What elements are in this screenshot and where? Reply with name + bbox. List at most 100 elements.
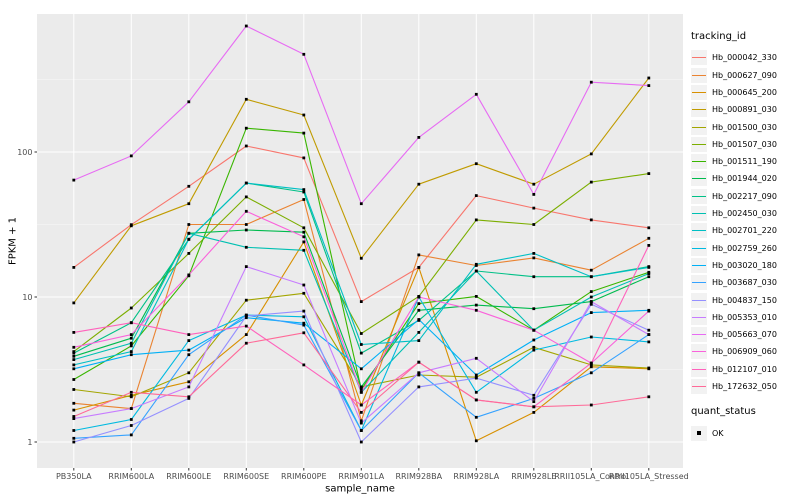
x-tick-label: RRIM600PE (281, 472, 327, 481)
legend-label: Hb_005663_070 (712, 330, 777, 340)
data-point (647, 266, 651, 269)
data-point (589, 275, 593, 279)
data-point (589, 371, 593, 375)
data-point (72, 436, 76, 440)
data-point (129, 433, 133, 437)
data-point (589, 80, 593, 84)
data-point (129, 390, 133, 394)
data-point (72, 388, 76, 391)
data-point (72, 367, 76, 371)
data-point (532, 338, 536, 342)
legend-label: Hb_005353_010 (712, 312, 777, 322)
legend-key (691, 136, 707, 152)
data-point (302, 248, 306, 252)
data-point (474, 218, 478, 222)
legend-row: Hb_003020_180 (691, 257, 799, 274)
legend-key (691, 102, 707, 118)
data-point (302, 131, 306, 135)
data-point (187, 252, 191, 255)
data-point (187, 223, 191, 226)
data-point (589, 295, 593, 299)
legend-line-swatch (692, 351, 706, 353)
data-point (359, 343, 363, 346)
data-point (359, 388, 363, 391)
legend-row: Hb_000627_090 (691, 67, 799, 83)
legend-row: Hb_002759_260 (691, 240, 799, 256)
data-point (72, 378, 76, 381)
data-point (187, 273, 191, 277)
data-point (72, 331, 76, 334)
legend-label: Hb_002217_090 (712, 191, 777, 201)
legend-line-swatch (692, 368, 706, 370)
legend-row: Hb_004837_150 (691, 292, 799, 308)
data-point (244, 316, 248, 320)
data-point (302, 113, 306, 117)
legend-panel: tracking_id Hb_000042_330 Hb_000627_090 Hb… (691, 31, 799, 443)
legend-label: Hb_002701_220 (712, 226, 777, 236)
data-point (589, 180, 593, 184)
data-point (302, 309, 306, 313)
legend-line-swatch (692, 230, 706, 232)
data-point (359, 390, 363, 394)
data-point (359, 385, 363, 389)
data-point (474, 439, 478, 443)
legend-label: Hb_000042_330 (712, 53, 777, 63)
legend-key (691, 292, 707, 308)
data-point (474, 162, 478, 166)
legend-line-swatch (692, 195, 706, 197)
data-point (72, 417, 76, 420)
data-point (302, 230, 306, 234)
data-point (187, 348, 191, 352)
data-point (474, 262, 478, 266)
data-point (474, 398, 478, 402)
data-point (474, 92, 478, 96)
data-point (187, 231, 191, 235)
data-point (417, 136, 421, 139)
data-point (532, 275, 536, 279)
legend-key (691, 154, 707, 170)
data-point (359, 332, 363, 335)
legend-row: Hb_001500_030 (691, 119, 799, 135)
x-tick-label: PB350LA (56, 472, 92, 481)
data-point (359, 367, 363, 371)
data-point (129, 321, 133, 325)
data-point (129, 407, 133, 410)
data-point (359, 300, 363, 303)
legend-label: Hb_003020_180 (712, 260, 777, 270)
legend-key (691, 275, 707, 291)
data-point (359, 429, 363, 432)
legend-key (691, 206, 707, 222)
data-point (589, 302, 593, 306)
legend-line-swatch (692, 91, 706, 93)
data-point (129, 333, 133, 336)
data-point (187, 397, 191, 400)
data-point (302, 190, 306, 194)
legend-row: Hb_005353_010 (691, 309, 799, 325)
x-tick-label: RRIM600LE (166, 472, 211, 481)
legend-line-swatch (692, 74, 706, 76)
data-point (647, 340, 651, 344)
data-point (302, 283, 306, 287)
legend-line-swatch (692, 282, 706, 284)
data-point (244, 245, 248, 249)
data-point (302, 291, 306, 295)
data-point (417, 371, 421, 375)
data-point (359, 256, 363, 260)
data-point (647, 76, 651, 80)
legend-line-swatch (692, 386, 706, 388)
data-point (417, 253, 421, 257)
data-point (589, 363, 593, 367)
legend-key (691, 257, 707, 273)
legend-key (691, 309, 707, 325)
data-point (359, 411, 363, 414)
y-tick-label: 10 (22, 293, 32, 302)
data-point (302, 198, 306, 201)
legend-key (691, 327, 707, 343)
data-point (129, 224, 133, 228)
data-point (244, 324, 248, 328)
quant-status-legend: quant_status OK (691, 406, 799, 441)
data-point (359, 419, 363, 423)
data-point (589, 290, 593, 293)
